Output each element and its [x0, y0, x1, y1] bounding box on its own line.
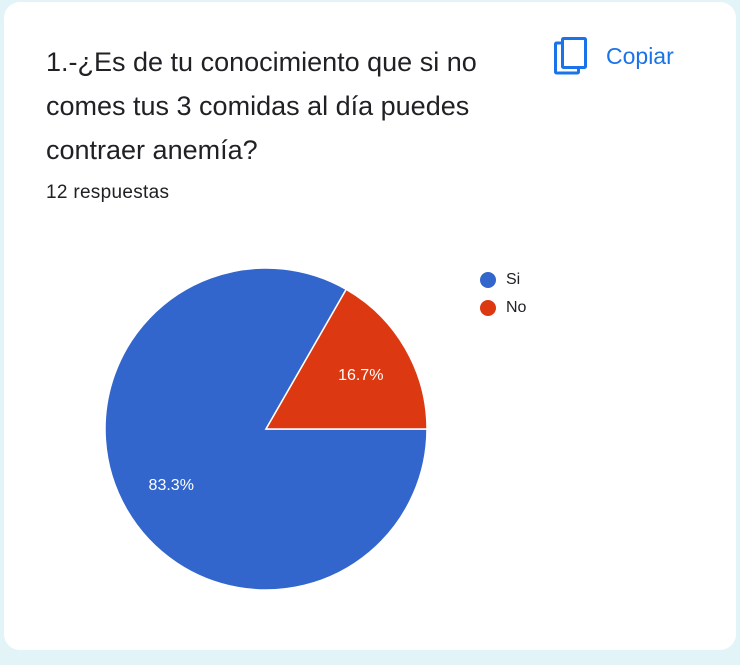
- copy-label: Copiar: [606, 42, 674, 69]
- legend-item-si: Si: [480, 266, 526, 294]
- question-title: 1.-¿Es de tu conocimiento que si no come…: [46, 47, 477, 165]
- copy-button[interactable]: Copiar: [554, 34, 674, 78]
- legend-swatch: [480, 300, 496, 316]
- legend: Si No: [480, 266, 526, 322]
- copy-icon: [554, 37, 587, 75]
- legend-swatch: [480, 272, 496, 288]
- legend-label: No: [506, 299, 527, 316]
- legend-item-no: No: [480, 294, 526, 322]
- slice-label-si: 83.3%: [149, 477, 194, 494]
- response-count: 12 respuestas: [46, 182, 170, 203]
- pie-slice-no[interactable]: [264, 288, 428, 430]
- slice-label-no: 16.7%: [338, 367, 383, 384]
- legend-label: Si: [506, 271, 521, 288]
